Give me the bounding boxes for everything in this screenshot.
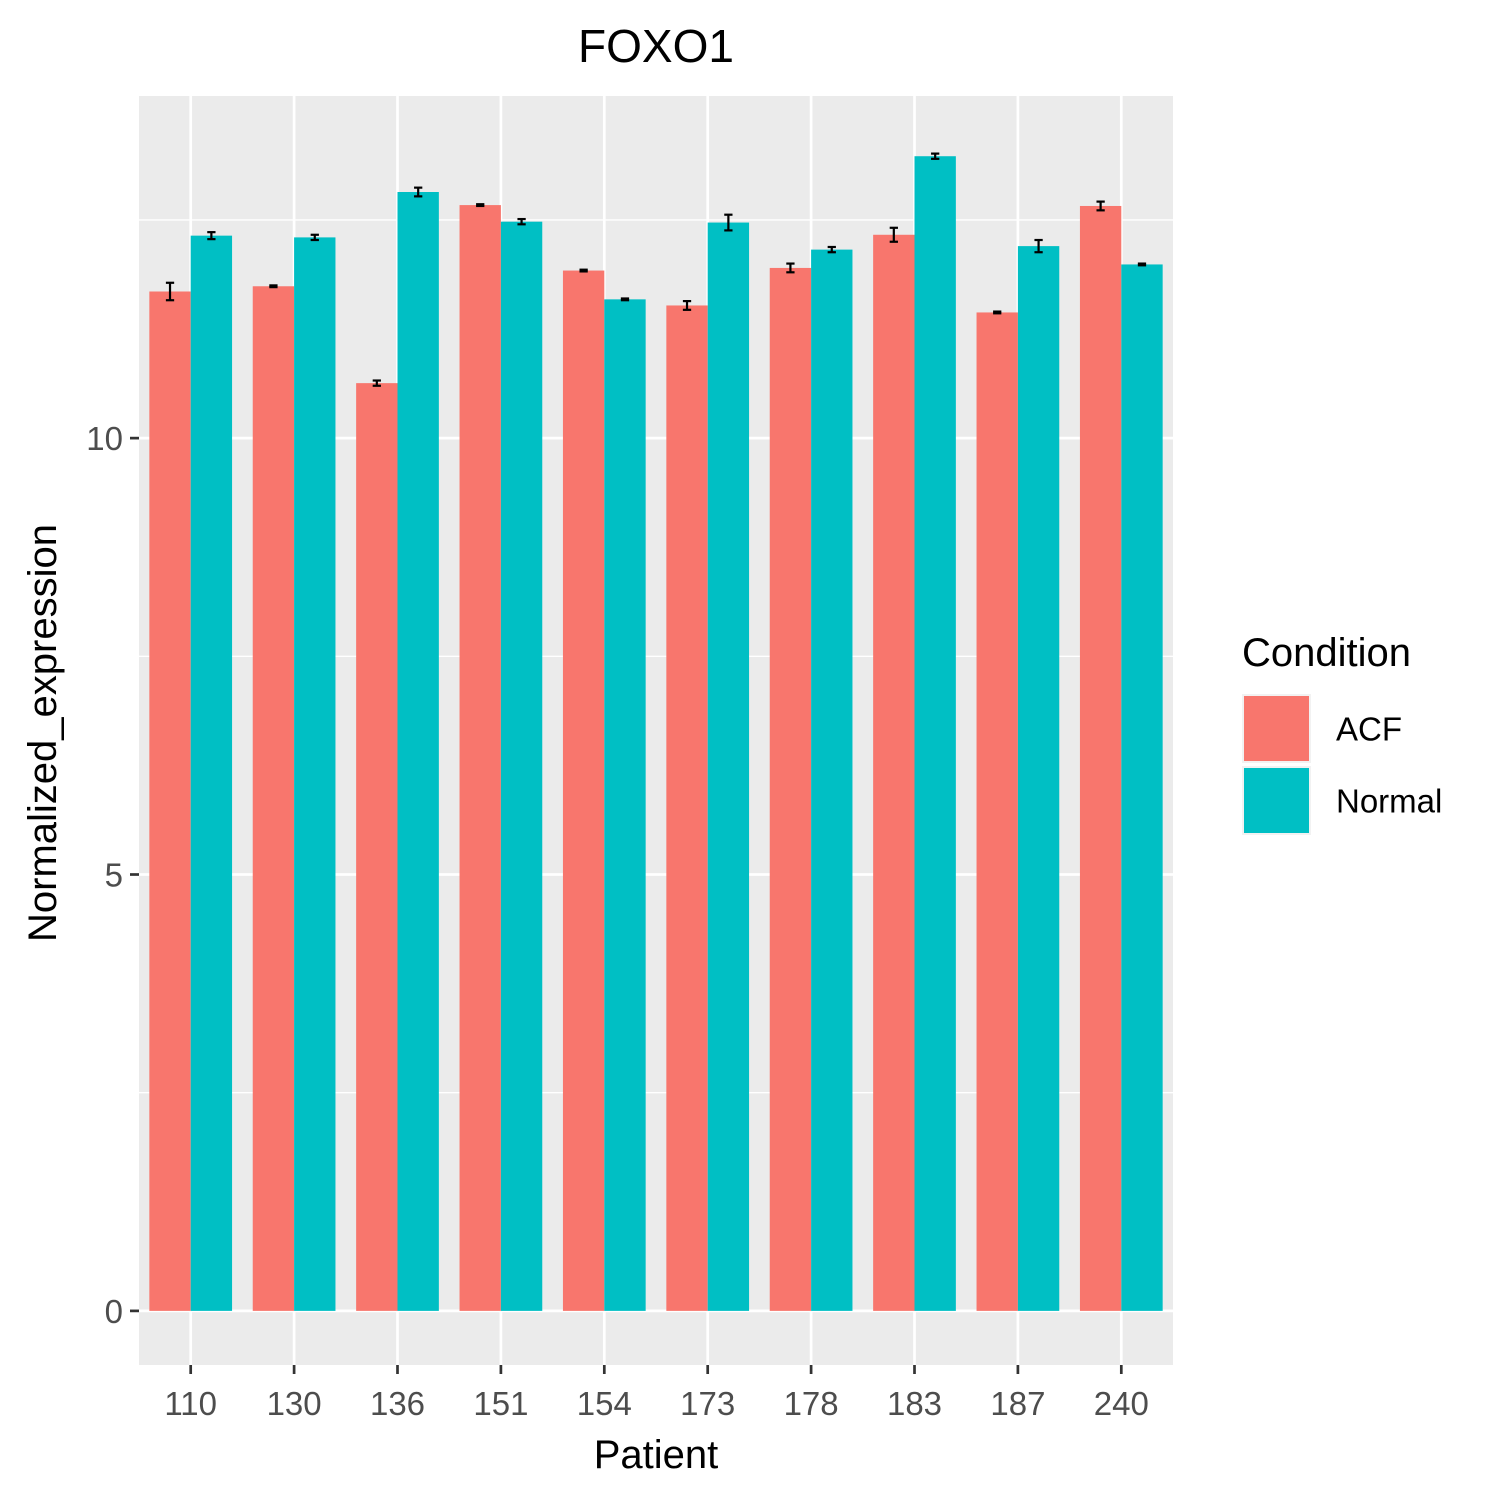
- error-bar-normal-173: [724, 213, 733, 232]
- error-bar-acf-154: [579, 268, 588, 273]
- bar-acf-110: [149, 291, 191, 1311]
- bar-normal-110: [190, 235, 233, 1311]
- bar-acf-130: [252, 286, 295, 1311]
- bar-normal-173: [707, 222, 750, 1311]
- legend-key-acf: [1244, 696, 1309, 761]
- error-bar-acf-178: [786, 262, 795, 274]
- bar-normal-240: [1121, 264, 1163, 1311]
- error-bar-acf-110: [165, 281, 175, 302]
- error-bar-normal-136: [414, 186, 423, 198]
- bar-normal-154: [604, 299, 646, 1311]
- bar-normal-183: [914, 156, 956, 1311]
- x-tick-label-178: 178: [784, 1385, 839, 1422]
- error-bar-normal-130: [310, 233, 319, 242]
- bar-acf-151: [459, 205, 501, 1311]
- bars: [149, 156, 1163, 1311]
- legend-label-normal: Normal: [1336, 783, 1442, 820]
- bar-acf-154: [562, 270, 605, 1311]
- x-tick-label-187: 187: [990, 1385, 1045, 1422]
- x-tick-label-240: 240: [1094, 1385, 1149, 1422]
- bar-acf-183: [873, 234, 915, 1311]
- x-tick-label-173: 173: [680, 1385, 735, 1422]
- bar-normal-130: [294, 237, 336, 1311]
- error-bar-acf-173: [682, 299, 692, 311]
- bar-acf-240: [1079, 205, 1122, 1311]
- error-bar-normal-183: [931, 152, 940, 160]
- error-bar-acf-151: [476, 203, 485, 208]
- y-axis: 0 5 10: [86, 420, 139, 1330]
- x-tick-label-136: 136: [370, 1385, 425, 1422]
- error-bar-normal-110: [207, 231, 216, 241]
- legend-title: Condition: [1242, 631, 1411, 675]
- bar-acf-178: [769, 267, 812, 1311]
- error-bar-acf-136: [372, 379, 381, 387]
- y-tick-label: 10: [86, 420, 123, 457]
- error-bar-acf-130: [269, 284, 278, 289]
- bar-acf-136: [356, 383, 398, 1311]
- bar-normal-178: [811, 249, 853, 1311]
- bar-normal-151: [500, 221, 543, 1311]
- bar-normal-187: [1017, 246, 1060, 1311]
- error-bar-normal-151: [517, 217, 526, 226]
- x-tick-label-130: 130: [267, 1385, 322, 1422]
- error-bar-normal-240: [1137, 262, 1147, 267]
- y-tick-label: 5: [105, 857, 123, 894]
- error-bar-normal-154: [620, 297, 630, 302]
- x-tick-label-183: 183: [887, 1385, 942, 1422]
- error-bars: [165, 152, 1147, 387]
- legend: Condition ACF Normal: [1242, 631, 1442, 835]
- error-bar-acf-183: [889, 226, 898, 243]
- bar-normal-136: [397, 192, 439, 1311]
- x-axis-title: Patient: [594, 1433, 719, 1477]
- error-bar-acf-240: [1096, 200, 1105, 212]
- error-bar-acf-187: [993, 310, 1002, 315]
- bar-acf-187: [976, 312, 1018, 1311]
- bar-acf-173: [666, 305, 708, 1311]
- y-axis-title: Normalized_expression: [21, 524, 65, 942]
- y-tick-label: 0: [105, 1293, 123, 1330]
- legend-key-normal: [1244, 768, 1309, 833]
- error-bar-normal-178: [827, 245, 836, 254]
- x-tick-label-154: 154: [577, 1385, 632, 1422]
- x-tick-label-110: 110: [164, 1385, 217, 1422]
- chart-title: FOXO1: [578, 20, 734, 72]
- legend-label-acf: ACF: [1336, 711, 1402, 748]
- x-tick-label-151: 151: [473, 1385, 528, 1422]
- error-bar-normal-187: [1034, 238, 1043, 254]
- x-axis: 110 130 136 151 154 173 178 183 187 240: [164, 1365, 1149, 1422]
